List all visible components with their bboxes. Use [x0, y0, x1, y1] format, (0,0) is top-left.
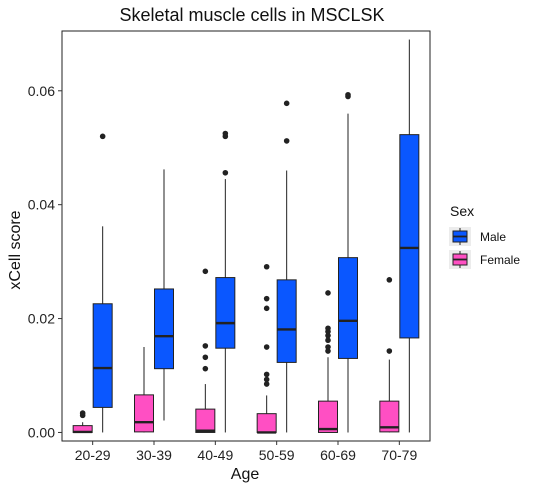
outlier-point [202, 343, 209, 349]
x-axis-title: Age [231, 466, 260, 483]
outlier-point [222, 169, 229, 176]
outlier-point [79, 410, 86, 416]
legend-label: Male [480, 230, 506, 244]
outlier-point [386, 348, 393, 354]
box-female-40-49 [195, 268, 216, 433]
outlier-point [325, 325, 331, 332]
box-body [195, 408, 216, 433]
box-male-70-79 [399, 39, 420, 433]
outlier-point [325, 348, 331, 354]
outlier-point [263, 371, 270, 378]
x-tick-label: 40-49 [197, 447, 233, 463]
plot-panel [61, 30, 431, 442]
outlier-point [202, 354, 209, 361]
box-male-30-39 [154, 169, 174, 421]
box-body [318, 400, 338, 433]
box-body [276, 279, 297, 363]
box-male-40-49 [215, 130, 236, 433]
chart-title: Skeletal muscle cells in MSCLSK [119, 5, 384, 25]
x-tick-label: 20-29 [75, 447, 111, 463]
outlier-point [202, 268, 209, 275]
y-tick-label: 0.02 [28, 311, 55, 327]
box-body [399, 134, 420, 339]
y-axis: 0.00 0.02 0.04 0.06 [28, 83, 62, 440]
outlier-point [263, 295, 270, 302]
x-axis: 20-29 30-39 40-49 50-59 60-69 70-79 [75, 441, 417, 463]
outlier-point [263, 263, 270, 270]
box-body [134, 394, 154, 433]
outlier-point [202, 365, 209, 372]
outlier-point [325, 344, 331, 350]
x-tick-label: 60-69 [320, 447, 356, 463]
legend: Sex Male Female [449, 203, 520, 269]
outlier-point [283, 138, 290, 144]
legend-label: Female [480, 253, 520, 267]
outlier-point [222, 130, 229, 137]
x-tick-label: 70-79 [381, 447, 417, 463]
boxes-layer [72, 39, 420, 434]
box-female-20-29 [72, 410, 93, 434]
y-tick-label: 0.06 [28, 83, 55, 99]
box-body [338, 257, 358, 359]
x-tick-label: 30-39 [136, 447, 172, 463]
outlier-point [263, 376, 270, 383]
x-tick-label: 50-59 [259, 447, 295, 463]
box-female-50-59 [256, 263, 277, 434]
outlier-point [263, 305, 270, 312]
y-tick-label: 0.00 [28, 424, 55, 440]
box-female-30-39 [134, 347, 154, 433]
outlier-point [386, 277, 393, 283]
box-female-70-79 [379, 277, 400, 433]
box-male-60-69 [338, 91, 358, 433]
box-body [379, 400, 400, 433]
box-body [215, 277, 236, 349]
box-male-50-59 [276, 100, 297, 433]
outlier-point [283, 100, 290, 107]
legend-title: Sex [450, 203, 474, 219]
y-axis-title: xCell score [7, 210, 24, 289]
outlier-point [345, 91, 351, 98]
box-female-60-69 [318, 290, 338, 433]
box-body [92, 303, 113, 408]
box-male-20-29 [92, 133, 113, 433]
box-body [154, 288, 174, 370]
outlier-point [263, 381, 270, 387]
box-body [256, 413, 277, 433]
outlier-point [263, 344, 270, 350]
legend-item-male: Male [449, 227, 506, 246]
outlier-point [325, 290, 331, 296]
legend-item-female: Female [449, 250, 520, 269]
outlier-point [325, 332, 331, 339]
outlier-point [99, 133, 106, 140]
outlier-point [325, 337, 331, 344]
y-tick-label: 0.04 [28, 197, 55, 213]
